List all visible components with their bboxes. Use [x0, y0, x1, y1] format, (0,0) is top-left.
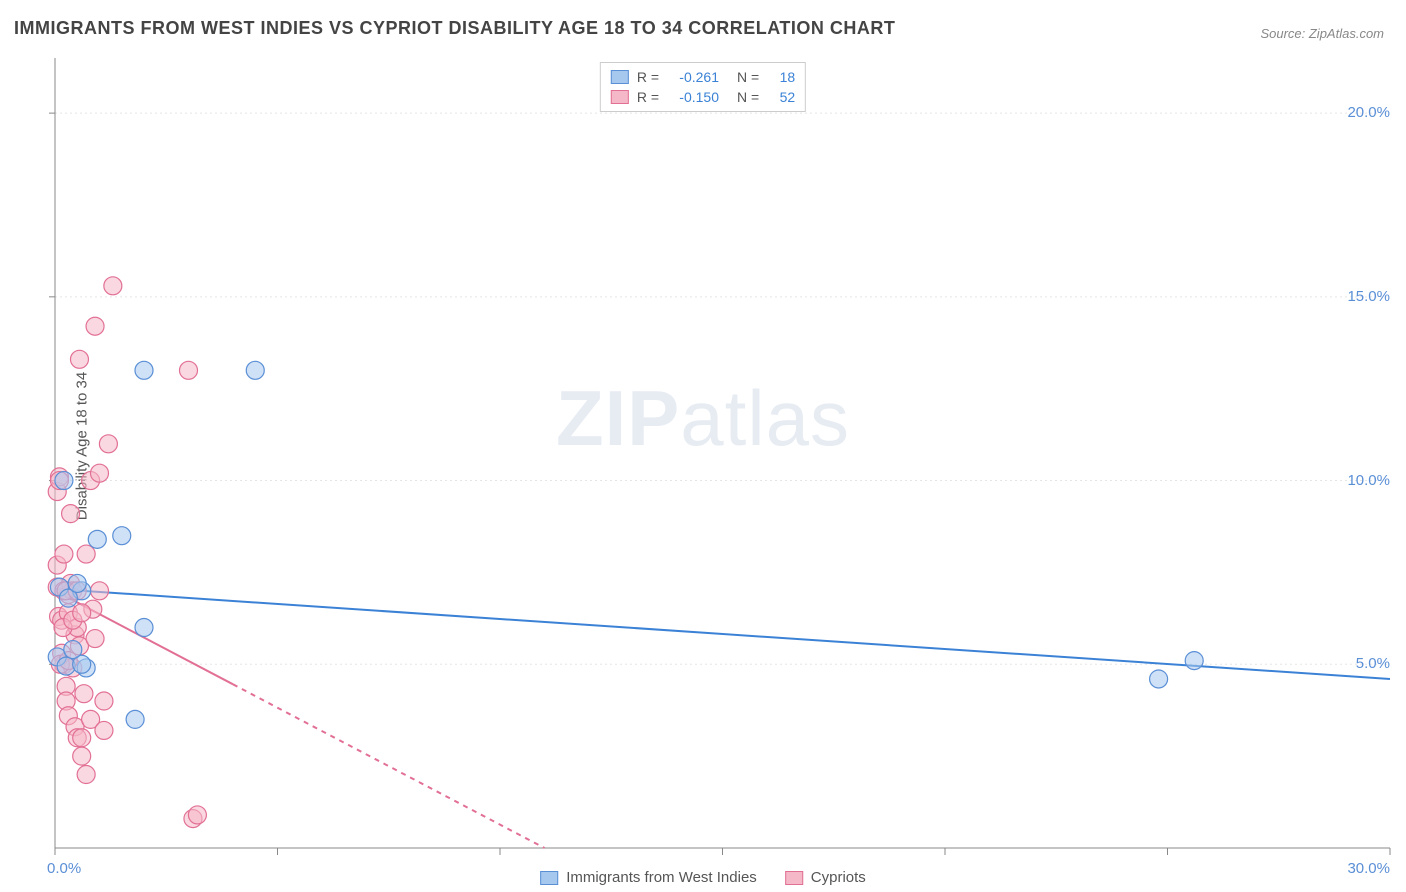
legend-swatch-series1 — [540, 871, 558, 885]
legend-swatch-series1 — [611, 70, 629, 84]
legend-item: Immigrants from West Indies — [540, 869, 757, 886]
legend-series: Immigrants from West Indies Cypriots — [540, 869, 866, 886]
legend-stats-row: R = -0.261 N = 18 — [611, 67, 795, 87]
legend-stats: R = -0.261 N = 18 R = -0.150 N = 52 — [600, 62, 806, 112]
legend-item: Cypriots — [785, 869, 866, 886]
y-tick-label: 5.0% — [1356, 655, 1390, 672]
scatter-chart — [0, 0, 1406, 892]
legend-label-series1: Immigrants from West Indies — [566, 869, 757, 886]
x-tick-label: 30.0% — [1347, 860, 1390, 877]
y-tick-label: 10.0% — [1347, 472, 1390, 489]
legend-n-label: N = — [737, 89, 759, 105]
legend-r-value-1: -0.261 — [667, 69, 719, 85]
legend-stats-row: R = -0.150 N = 52 — [611, 87, 795, 107]
y-tick-label: 15.0% — [1347, 288, 1390, 305]
legend-n-value-1: 18 — [767, 69, 795, 85]
legend-label-series2: Cypriots — [811, 869, 866, 886]
x-tick-label: 0.0% — [47, 860, 81, 877]
legend-r-label: R = — [637, 89, 659, 105]
legend-swatch-series2 — [785, 871, 803, 885]
legend-swatch-series2 — [611, 90, 629, 104]
y-tick-label: 20.0% — [1347, 104, 1390, 121]
legend-n-label: N = — [737, 69, 759, 85]
legend-r-value-2: -0.150 — [667, 89, 719, 105]
legend-n-value-2: 52 — [767, 89, 795, 105]
legend-r-label: R = — [637, 69, 659, 85]
